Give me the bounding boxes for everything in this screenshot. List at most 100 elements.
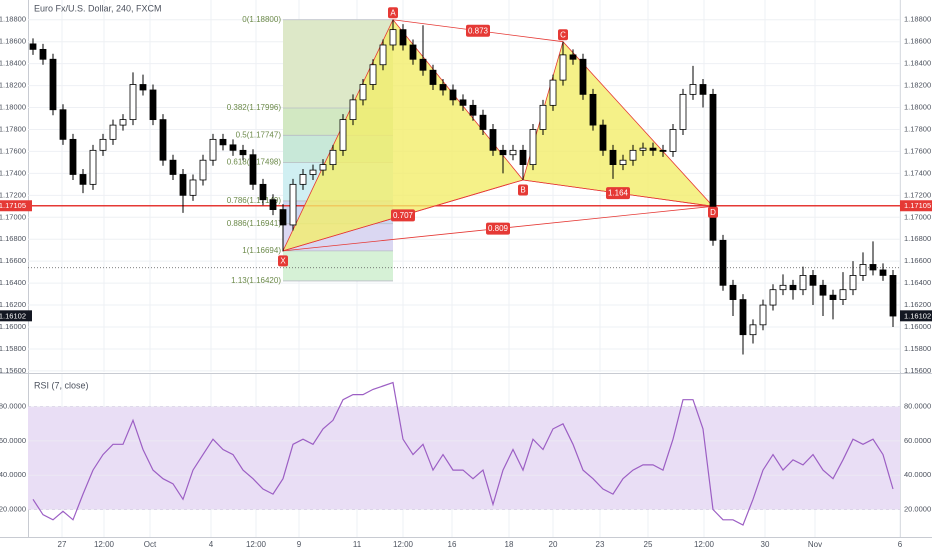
candle-body xyxy=(129,84,137,121)
y-tick-label: 1.17800 xyxy=(0,124,26,133)
y-tick-label: 1.17400 xyxy=(0,168,26,177)
candle-body xyxy=(669,129,677,152)
x-tick-label: 12:00 xyxy=(94,540,115,549)
y-tick-label: 1.16800 xyxy=(0,234,26,243)
candle-body xyxy=(889,275,897,317)
candle-body xyxy=(689,84,697,95)
y-tick-label: 1.18600 xyxy=(0,37,26,46)
candle-body xyxy=(709,93,717,241)
x-tick-label: 6 xyxy=(898,540,903,549)
candle-body xyxy=(619,159,627,166)
candle-body xyxy=(179,174,187,196)
candle-body xyxy=(59,109,67,140)
candle-body xyxy=(139,84,147,91)
candle-body xyxy=(89,149,97,185)
y-tick-label: 1.16000 xyxy=(0,322,26,331)
candle-body xyxy=(269,199,277,210)
candle-body xyxy=(389,29,397,46)
candle-body xyxy=(369,64,377,85)
y-tick-label: 1.15600 xyxy=(0,366,26,375)
price-box xyxy=(0,310,32,322)
price-box xyxy=(900,310,932,322)
candle-body xyxy=(599,124,607,151)
rsi-band xyxy=(28,406,900,510)
price-box xyxy=(0,200,32,212)
fib-label: 0.886(1.16941) xyxy=(227,219,282,228)
price-label: 1.16102 xyxy=(904,311,931,320)
candle-body xyxy=(79,174,87,185)
y-tick-label: 60.0000 xyxy=(0,436,26,445)
y-tick-label: 60.0000 xyxy=(904,436,931,445)
candle-body xyxy=(239,149,247,156)
y-tick-label: 1.18400 xyxy=(0,59,26,68)
x-tick-label: 4 xyxy=(209,540,214,549)
candle-body xyxy=(849,275,857,291)
candle-body xyxy=(809,275,817,286)
rsi-title: RSI (7, close) xyxy=(34,380,89,390)
candle-body xyxy=(469,104,477,116)
y-tick-label: 1.16600 xyxy=(904,256,931,265)
point-label: B xyxy=(520,186,525,195)
candle-body xyxy=(319,164,327,171)
ratio-box xyxy=(466,24,490,37)
point-box xyxy=(558,29,568,41)
candle-body xyxy=(309,169,317,175)
candle-body xyxy=(349,99,357,121)
rsi-line xyxy=(32,381,894,526)
ratio-label: 0.707 xyxy=(393,211,414,220)
x-tick-label: 11 xyxy=(353,540,362,549)
candle-body xyxy=(559,54,567,81)
y-tick-label: 20.0000 xyxy=(0,505,26,514)
x-tick-label: 18 xyxy=(505,540,514,549)
candle-body xyxy=(439,84,447,91)
candle-body xyxy=(739,299,747,336)
y-tick-label: 1.17200 xyxy=(904,190,931,199)
candle-body xyxy=(789,284,797,291)
point-label: C xyxy=(560,30,566,39)
candle-body xyxy=(509,149,517,156)
candle-body xyxy=(359,84,367,101)
candle-body xyxy=(449,89,457,101)
candle-body xyxy=(609,149,617,166)
candle-body xyxy=(39,48,47,60)
candle-body xyxy=(759,304,767,326)
candle-body xyxy=(829,294,837,300)
x-tick-label: 12:00 xyxy=(246,540,267,549)
y-tick-label: 1.15600 xyxy=(904,366,931,375)
y-tick-label: 1.18400 xyxy=(904,59,931,68)
y-tick-label: 1.16600 xyxy=(0,256,26,265)
y-tick-label: 1.18800 xyxy=(0,15,26,24)
y-tick-label: 1.17200 xyxy=(0,190,26,199)
candle-body xyxy=(649,147,657,151)
price-label: 1.17105 xyxy=(904,201,931,210)
y-tick-label: 20.0000 xyxy=(904,505,931,514)
y-tick-label: 1.16200 xyxy=(904,300,931,309)
point-box xyxy=(388,7,398,19)
candle-body xyxy=(339,119,347,151)
ratio-label: 0.873 xyxy=(468,26,489,35)
point-label: D xyxy=(710,208,716,217)
y-tick-label: 40.0000 xyxy=(0,470,26,479)
x-tick-label: 16 xyxy=(448,540,457,549)
candle-body xyxy=(769,289,777,306)
y-tick-label: 80.0000 xyxy=(0,402,26,411)
point-box xyxy=(708,206,718,218)
y-tick-label: 80.0000 xyxy=(904,402,931,411)
x-tick-label: Oct xyxy=(144,540,157,549)
y-tick-label: 1.16800 xyxy=(904,234,931,243)
ratio-label: 1.164 xyxy=(608,189,629,198)
candle-body xyxy=(219,138,227,146)
candle-body xyxy=(589,93,597,126)
y-tick-label: 1.18000 xyxy=(0,103,26,112)
candle-body xyxy=(249,154,257,185)
point-box xyxy=(278,255,288,267)
candle-body xyxy=(779,284,787,291)
candle-body xyxy=(579,58,587,95)
fib-label: 0(1.18800) xyxy=(242,15,281,24)
fib-label: 1(1.16694) xyxy=(242,246,281,255)
point-label: A xyxy=(390,8,396,17)
candle-body xyxy=(189,179,197,196)
candle-body xyxy=(69,138,77,175)
candle-body xyxy=(99,138,107,151)
y-tick-label: 1.16000 xyxy=(904,322,931,331)
